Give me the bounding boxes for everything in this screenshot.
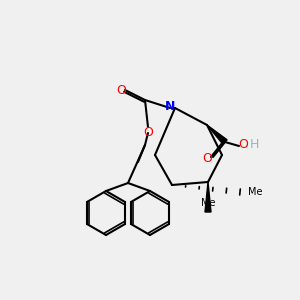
Text: Me: Me <box>248 187 262 197</box>
Text: O: O <box>116 83 126 97</box>
Text: O: O <box>238 139 248 152</box>
Text: N: N <box>165 100 175 112</box>
Polygon shape <box>205 182 211 212</box>
Text: O: O <box>202 152 212 166</box>
Text: H: H <box>249 139 259 152</box>
Polygon shape <box>207 125 227 144</box>
Text: Me: Me <box>201 198 215 208</box>
Text: O: O <box>143 127 153 140</box>
